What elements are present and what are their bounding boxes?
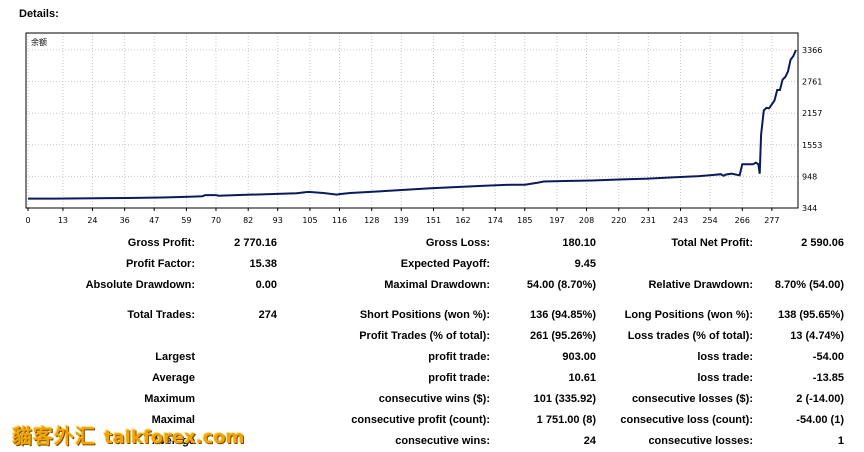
largest-label: Largest [155, 351, 195, 363]
chart-grid [26, 33, 798, 209]
largest-profit-label: profit trade: [428, 351, 490, 363]
x-tick-label: 0 [25, 216, 30, 225]
x-tick-label: 185 [517, 216, 532, 225]
x-tick-label: 36 [120, 216, 130, 225]
y-tick-label: 2157 [802, 109, 822, 118]
expected-payoff-value: 9.45 [574, 258, 596, 270]
x-tick-label: 128 [364, 216, 379, 225]
profit-trades-value: 261 (95.26%) [529, 330, 596, 342]
maximum-loss-label: consecutive losses ($): [631, 393, 753, 405]
chart-frame [25, 32, 799, 209]
loss-trades-value: 13 (4.74%) [790, 330, 844, 342]
x-tick-label: 93 [273, 216, 283, 225]
average-loss-label: loss trade: [697, 372, 753, 384]
balance-line [28, 49, 797, 200]
x-tick-label: 139 [394, 216, 409, 225]
maximal-profit-value: 1 751.00 (8) [536, 414, 596, 426]
long-positions-value: 138 (95.65%) [777, 309, 844, 321]
y-tick-label: 2761 [802, 78, 822, 87]
maximal-drawdown-value: 54.00 (8.70%) [526, 279, 596, 291]
chart-corner-label: 余额 [31, 37, 47, 47]
profit-factor-label: Profit Factor: [125, 258, 195, 270]
average-consecutive-wins-label: consecutive wins: [395, 435, 490, 447]
average-consecutive-wins-value: 24 [583, 435, 596, 447]
maximal-drawdown-label: Maximal Drawdown: [384, 279, 490, 291]
x-tick-label: 151 [426, 216, 441, 225]
x-tick-label: 197 [549, 216, 564, 225]
watermark-domain: talkforex.com [103, 427, 245, 448]
gross-loss-label: Gross Loss: [425, 237, 490, 249]
y-axis-ticks: 3366 2761 2157 1553 948 344 [802, 46, 822, 213]
long-positions-label: Long Positions (won %): [624, 309, 753, 321]
largest-profit-value: 903.00 [562, 351, 596, 363]
short-positions-value: 136 (94.85%) [529, 309, 596, 321]
x-tick-label: 105 [302, 216, 317, 225]
x-tick-label: 13 [58, 216, 68, 225]
absolute-drawdown-value: 0.00 [255, 279, 277, 291]
x-tick-label: 24 [87, 216, 97, 225]
total-trades-value: 274 [258, 309, 277, 321]
average-loss-value: -13.85 [812, 372, 844, 384]
balance-chart: 余额 3366 2761 2157 1553 948 344 0 13 24 36 47 59 70 8… [25, 32, 822, 225]
x-tick-label: 116 [332, 216, 347, 225]
maximum-profit-label: consecutive wins ($): [378, 393, 490, 405]
x-tick-label: 59 [181, 216, 191, 225]
total-net-profit-value: 2 590.06 [801, 237, 844, 249]
maximal-loss-label: consecutive loss (count): [620, 414, 753, 426]
x-axis-ticks: 0 13 24 36 47 59 70 82 93 105 116 128 139 151 162 174 18… [25, 208, 779, 225]
x-tick-label: 82 [243, 216, 253, 225]
details-title: Details: [19, 8, 59, 20]
y-tick-label: 3366 [802, 46, 822, 55]
x-tick-label: 162 [455, 216, 470, 225]
gross-profit-label: Gross Profit: [127, 237, 195, 249]
average-consecutive-label: Average [151, 435, 195, 447]
relative-drawdown-label: Relative Drawdown: [648, 279, 753, 291]
expected-payoff-label: Expected Payoff: [400, 258, 490, 270]
short-positions-label: Short Positions (won %): [359, 309, 490, 321]
largest-loss-value: -54.00 [812, 351, 844, 363]
average-label: Average [151, 372, 195, 384]
gross-profit-value: 2 770.16 [234, 237, 277, 249]
x-tick-label: 266 [735, 216, 750, 225]
watermark-text: 貓客外汇 [12, 424, 96, 448]
x-tick-label: 70 [211, 216, 221, 225]
watermark-logo: 貓客外汇 talkforex.com [12, 420, 244, 449]
y-tick-label: 344 [802, 204, 817, 213]
y-tick-label: 1553 [802, 141, 822, 150]
gross-loss-value: 180.10 [562, 237, 596, 249]
average-profit-label: profit trade: [428, 372, 490, 384]
maximal-profit-label: consecutive profit (count): [351, 414, 490, 426]
x-tick-label: 243 [673, 216, 688, 225]
absolute-drawdown-label: Absolute Drawdown: [85, 279, 195, 291]
x-tick-label: 277 [764, 216, 779, 225]
maximal-label: Maximal [151, 414, 195, 426]
loss-trades-label: Loss trades (% of total): [627, 330, 753, 342]
x-tick-label: 174 [488, 216, 503, 225]
average-consecutive-losses-label: consecutive losses: [648, 435, 753, 447]
profit-factor-value: 15.38 [249, 258, 277, 270]
x-tick-label: 231 [641, 216, 656, 225]
average-consecutive-losses-value: 1 [837, 435, 844, 447]
total-trades-label: Total Trades: [127, 309, 195, 321]
maximal-loss-value: -54.00 (1) [796, 414, 844, 426]
profit-trades-label: Profit Trades (% of total): [359, 330, 490, 342]
x-tick-label: 208 [579, 216, 594, 225]
maximum-label: Maximum [144, 393, 195, 405]
maximum-profit-value: 101 (335.92) [533, 393, 596, 405]
average-profit-value: 10.61 [568, 372, 596, 384]
relative-drawdown-value: 8.70% (54.00) [774, 279, 844, 291]
x-tick-label: 254 [702, 216, 717, 225]
x-tick-label: 47 [149, 216, 159, 225]
total-net-profit-label: Total Net Profit: [671, 237, 753, 249]
maximum-loss-value: 2 (-14.00) [796, 393, 844, 405]
y-tick-label: 948 [802, 172, 817, 181]
x-tick-label: 220 [611, 216, 626, 225]
largest-loss-label: loss trade: [697, 351, 753, 363]
